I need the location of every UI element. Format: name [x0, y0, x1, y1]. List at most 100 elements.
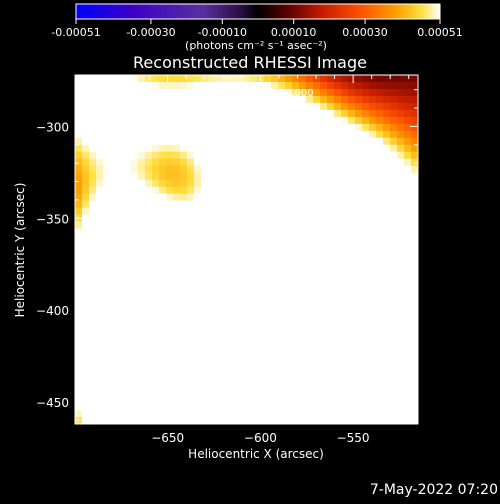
heatmap-cell [278, 417, 286, 424]
heatmap-cell [89, 277, 97, 285]
heatmap-cell [341, 228, 349, 237]
heatmap-cell [292, 368, 300, 376]
heatmap-cell [390, 312, 398, 320]
heatmap-cell [390, 130, 398, 139]
heatmap-cell [348, 102, 356, 111]
heatmap-cell [229, 284, 237, 292]
heatmap-cell [411, 389, 418, 397]
heatmap-cell [320, 375, 328, 383]
heatmap-cell [208, 396, 216, 404]
heatmap-cell [390, 88, 398, 97]
heatmap-cell [131, 242, 139, 251]
heatmap-cell [103, 277, 111, 285]
heatmap-cell [124, 144, 132, 153]
heatmap-cell [271, 130, 279, 139]
heatmap-cell [299, 333, 307, 341]
heatmap-cell [397, 256, 405, 265]
heatmap-cell [236, 123, 244, 132]
heatmap-cell [194, 333, 202, 341]
heatmap-cell [117, 263, 125, 272]
heatmap-cell [159, 340, 167, 348]
heatmap-cell [348, 403, 356, 411]
heatmap-cell [145, 375, 153, 383]
heatmap-cell [369, 340, 377, 348]
heatmap-cell [89, 165, 97, 174]
heatmap-cell [376, 417, 384, 424]
heatmap-cell [390, 340, 398, 348]
heatmap-cell [320, 221, 328, 230]
heatmap-cell [75, 396, 83, 404]
heatmap-cell [103, 354, 111, 362]
heatmap-cell [369, 200, 377, 209]
heatmap-cell [110, 172, 118, 181]
heatmap-cell [201, 389, 209, 397]
heatmap-cell [103, 305, 111, 313]
heatmap-cell [369, 102, 377, 111]
heatmap-cell [327, 382, 335, 390]
heatmap-cell [208, 200, 216, 209]
heatmap-cell [250, 123, 258, 132]
heatmap-cell [166, 284, 174, 292]
heatmap-cell [131, 396, 139, 404]
heatmap-cell [110, 158, 118, 167]
heatmap-cell [180, 186, 188, 195]
heatmap-cell [292, 158, 300, 167]
heatmap-cell [236, 361, 244, 369]
heatmap-cell [117, 172, 125, 181]
heatmap-cell [117, 137, 125, 146]
heatmap-cell [159, 137, 167, 146]
heatmap-cell [187, 263, 195, 272]
heatmap-cell [131, 81, 139, 90]
heatmap-cell [250, 284, 258, 292]
heatmap-cell [250, 75, 258, 83]
heatmap-cell [313, 396, 321, 404]
heatmap-cell [299, 298, 307, 306]
heatmap-cell [131, 333, 139, 341]
heatmap-cell [131, 368, 139, 376]
heatmap-cell [173, 270, 181, 279]
heatmap-cell [250, 389, 258, 397]
heatmap-cell [194, 354, 202, 362]
heatmap-cell [250, 165, 258, 174]
heatmap-cell [187, 361, 195, 369]
heatmap-cell [362, 235, 370, 244]
heatmap-cell [180, 109, 188, 118]
heatmap-cell [96, 354, 104, 362]
heatmap-cell [110, 263, 118, 272]
heatmap-cell [285, 305, 293, 313]
heatmap-cell [222, 75, 230, 83]
heatmap-cell [250, 116, 258, 125]
heatmap-cell [110, 333, 118, 341]
heatmap-cell [397, 186, 405, 195]
heatmap-cell [299, 242, 307, 251]
heatmap-cell [110, 340, 118, 348]
heatmap-cell [411, 375, 418, 383]
heatmap-cell [75, 165, 83, 174]
heatmap-cell [299, 284, 307, 292]
heatmap-cell [362, 242, 370, 251]
heatmap-cell [299, 263, 307, 272]
heatmap-cell [250, 249, 258, 258]
heatmap-cell [243, 270, 251, 279]
heatmap-cell [278, 403, 286, 411]
heatmap-cell [187, 151, 195, 160]
heatmap-cell [187, 172, 195, 181]
heatmap-cell [327, 354, 335, 362]
heatmap-cell [271, 326, 279, 334]
heatmap-cell [299, 116, 307, 125]
heatmap-cell [292, 95, 300, 104]
heatmap-cell [383, 172, 391, 181]
heatmap-cell [152, 116, 160, 125]
heatmap-cell [327, 375, 335, 383]
heatmap-cell [166, 172, 174, 181]
heatmap-cell [117, 95, 125, 104]
heatmap-cell [285, 256, 293, 265]
heatmap-cell [271, 361, 279, 369]
heatmap-cell [243, 305, 251, 313]
heatmap-cell [278, 102, 286, 111]
heatmap-cell [222, 151, 230, 160]
heatmap-cell [243, 333, 251, 341]
heatmap-cell [215, 263, 223, 272]
heatmap-cell [222, 207, 230, 216]
heatmap-cell [334, 116, 342, 125]
